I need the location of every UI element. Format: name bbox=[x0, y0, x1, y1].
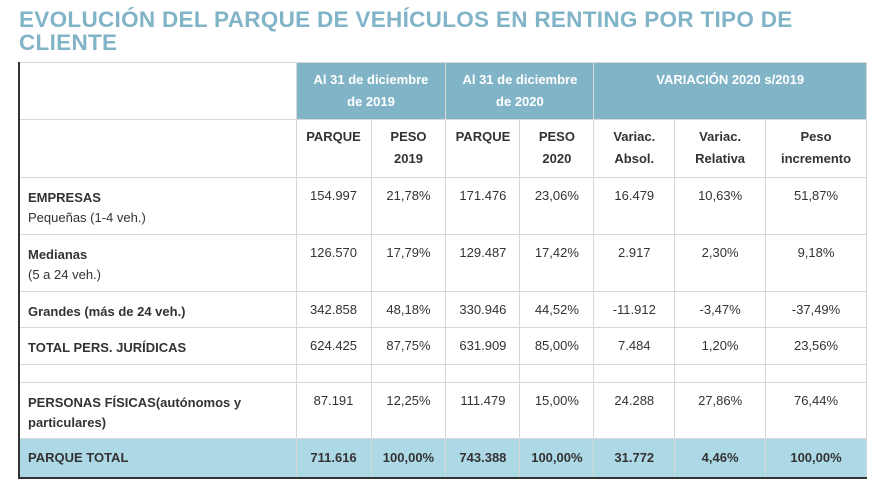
cell-value: 129.487 bbox=[445, 234, 521, 292]
cell-value: 631.909 bbox=[445, 327, 521, 365]
empty-cell bbox=[370, 364, 447, 383]
column-header: Variac. Absol. bbox=[593, 119, 676, 178]
page-title: EVOLUCIÓN DEL PARQUE DE VEHÍCULOS EN REN… bbox=[19, 7, 793, 55]
column-header: PARQUE bbox=[445, 119, 521, 178]
column-header: Peso incremento bbox=[765, 119, 867, 178]
cell-value: 624.425 bbox=[295, 327, 372, 365]
cell-value: -11.912 bbox=[593, 291, 676, 328]
cell-value: 100,00% bbox=[765, 438, 867, 478]
row-label: EMPRESAS Pequeñas (1-4 veh.) bbox=[18, 177, 297, 235]
cell-value: 17,42% bbox=[519, 234, 595, 292]
table-row: EMPRESAS Pequeñas (1-4 veh.) 154.997 21,78%… bbox=[18, 177, 867, 235]
row-label: PARQUE TOTAL bbox=[18, 438, 297, 478]
cell-value: 154.997 bbox=[295, 177, 372, 235]
row-label-main: Medianas bbox=[28, 247, 88, 262]
cell-value: 126.570 bbox=[295, 234, 372, 292]
row-label-main: EMPRESAS bbox=[28, 190, 101, 205]
cell-value: 100,00% bbox=[370, 438, 447, 478]
cell-value: 9,18% bbox=[765, 234, 867, 292]
cell-value: 51,87% bbox=[765, 177, 867, 235]
table-row: TOTAL PERS. JURÍDICAS 624.425 87,75% 631.90… bbox=[18, 327, 867, 365]
cell-value: 48,18% bbox=[370, 291, 447, 328]
empty-header-cell bbox=[18, 119, 297, 178]
cell-value: 23,06% bbox=[519, 177, 595, 235]
cell-value: 27,86% bbox=[674, 382, 767, 439]
group-header-variacion: VARIACIÓN 2020 s/2019 bbox=[593, 62, 867, 120]
empty-cell bbox=[519, 364, 595, 383]
empty-cell bbox=[674, 364, 767, 383]
cell-value: 16.479 bbox=[593, 177, 676, 235]
table-row: PERSONAS FÍSICAS(autónomos y particulare… bbox=[18, 382, 867, 439]
table-row: Grandes (más de 24 veh.) 342.858 48,18% 330… bbox=[18, 291, 867, 328]
row-label: PERSONAS FÍSICAS(autónomos y particulare… bbox=[18, 382, 297, 439]
cell-value: 15,00% bbox=[519, 382, 595, 439]
group-header-2020: Al 31 de diciembre de 2020 bbox=[445, 62, 595, 120]
cell-value: 4,46% bbox=[674, 438, 767, 478]
cell-value: 24.288 bbox=[593, 382, 676, 439]
row-label: Medianas (5 a 24 veh.) bbox=[18, 234, 297, 292]
cell-value: 111.479 bbox=[445, 382, 521, 439]
cell-value: 87.191 bbox=[295, 382, 372, 439]
empty-cell bbox=[295, 364, 372, 383]
cell-value: 12,25% bbox=[370, 382, 447, 439]
row-label: TOTAL PERS. JURÍDICAS bbox=[18, 327, 297, 365]
row-label-main: TOTAL PERS. JURÍDICAS bbox=[28, 340, 187, 355]
cell-value: 7.484 bbox=[593, 327, 676, 365]
spacer-row bbox=[18, 364, 867, 383]
cell-value: 85,00% bbox=[519, 327, 595, 365]
table-row: PARQUE TOTAL 711.616 100,00% 743.388 100,00%… bbox=[18, 438, 867, 478]
cell-value: -37,49% bbox=[765, 291, 867, 328]
cell-value: 100,00% bbox=[519, 438, 595, 478]
table-row: Medianas (5 a 24 veh.) 126.570 17,79% 129.48… bbox=[18, 234, 867, 292]
cell-value: 711.616 bbox=[295, 438, 372, 478]
empty-header-cell bbox=[18, 62, 297, 120]
cell-value: 17,79% bbox=[370, 234, 447, 292]
row-label-sub: (5 a 24 veh.) bbox=[28, 267, 101, 282]
group-header-row: Al 31 de diciembre de 2019 Al 31 de dici… bbox=[18, 62, 867, 120]
empty-cell bbox=[445, 364, 521, 383]
cell-value: -3,47% bbox=[674, 291, 767, 328]
cell-value: 2,30% bbox=[674, 234, 767, 292]
row-label-sub: Pequeñas (1-4 veh.) bbox=[28, 210, 146, 225]
empty-cell bbox=[18, 364, 297, 383]
cell-value: 171.476 bbox=[445, 177, 521, 235]
row-label-main: PERSONAS FÍSICAS(autónomos y particulare… bbox=[28, 395, 242, 430]
empty-cell bbox=[765, 364, 867, 383]
column-header-row: PARQUE PESO 2019 PARQUE PESO 2020 Variac. Ab… bbox=[18, 119, 867, 178]
cell-value: 21,78% bbox=[370, 177, 447, 235]
group-header-2019: Al 31 de diciembre de 2019 bbox=[295, 62, 447, 120]
column-header: PESO 2020 bbox=[519, 119, 595, 178]
cell-value: 330.946 bbox=[445, 291, 521, 328]
renting-table: Al 31 de diciembre de 2019 Al 31 de dici… bbox=[18, 62, 867, 479]
column-header: PESO 2019 bbox=[370, 119, 447, 178]
empty-cell bbox=[593, 364, 676, 383]
cell-value: 87,75% bbox=[370, 327, 447, 365]
cell-value: 2.917 bbox=[593, 234, 676, 292]
cell-value: 31.772 bbox=[593, 438, 676, 478]
column-header: Variac. Relativa bbox=[674, 119, 767, 178]
cell-value: 23,56% bbox=[765, 327, 867, 365]
cell-value: 1,20% bbox=[674, 327, 767, 365]
row-label-main: PARQUE TOTAL bbox=[28, 449, 129, 465]
column-header: PARQUE bbox=[295, 119, 372, 178]
cell-value: 76,44% bbox=[765, 382, 867, 439]
row-label: Grandes (más de 24 veh.) bbox=[18, 291, 297, 328]
cell-value: 10,63% bbox=[674, 177, 767, 235]
cell-value: 44,52% bbox=[519, 291, 595, 328]
cell-value: 342.858 bbox=[295, 291, 372, 328]
cell-value: 743.388 bbox=[445, 438, 521, 478]
row-label-main: Grandes (más de 24 veh.) bbox=[28, 304, 186, 319]
